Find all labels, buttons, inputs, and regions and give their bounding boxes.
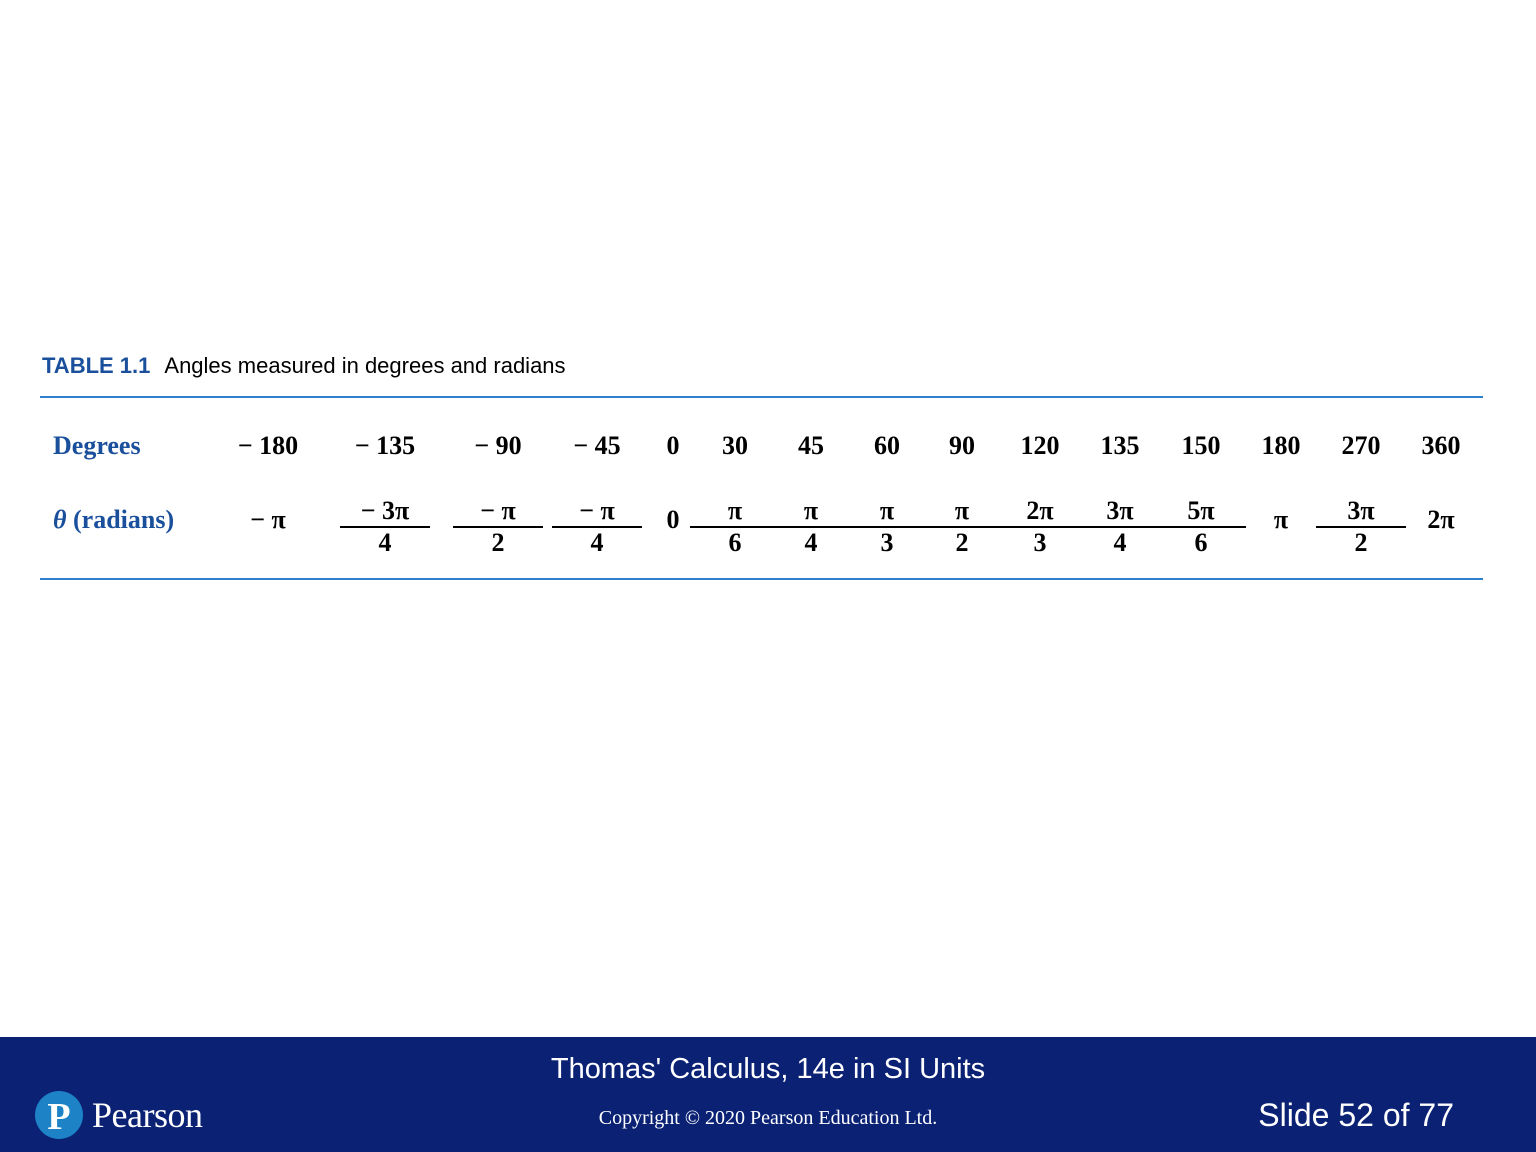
fraction-numerator: π <box>803 496 819 525</box>
fraction-denominator: 6 <box>728 528 742 557</box>
radian-cell: − π <box>250 505 286 534</box>
radian-cell: 0 <box>666 505 680 534</box>
degree-cell: 270 <box>1341 431 1381 460</box>
fraction-numerator: 3π <box>1347 496 1375 525</box>
fraction-bar <box>453 526 543 528</box>
radian-fraction: − π 2 <box>453 497 543 557</box>
slide-counter: Slide 52 of 77 <box>1258 1097 1454 1133</box>
fraction-denominator: 2 <box>491 528 505 557</box>
copyright-notice: Copyright © 2020 Pearson Education Ltd. <box>598 1107 938 1129</box>
degree-cell: 120 <box>1020 431 1060 460</box>
fraction-denominator: 3 <box>880 528 894 557</box>
table-top-rule <box>40 396 1483 398</box>
degree-cell: − 90 <box>474 431 522 460</box>
radian-fraction: − π 4 <box>552 497 642 557</box>
fraction-bar <box>995 526 1085 528</box>
row-label-degrees: Degrees <box>53 431 141 460</box>
degree-cell: 45 <box>798 431 824 460</box>
theta-symbol: θ <box>53 505 67 534</box>
degree-cell: 135 <box>1100 431 1140 460</box>
fraction-bar <box>690 526 780 528</box>
book-title: Thomas' Calculus, 14e in SI Units <box>550 1053 986 1085</box>
fraction-bar <box>340 526 430 528</box>
degree-cell: 360 <box>1421 431 1461 460</box>
fraction-numerator: π <box>954 496 970 525</box>
radian-fraction: − 3π 4 <box>340 497 430 557</box>
fraction-numerator: π <box>879 496 895 525</box>
pearson-logo: P Pearson <box>34 1087 203 1143</box>
radian-fraction: 3π 2 <box>1316 497 1406 557</box>
fraction-bar <box>1316 526 1406 528</box>
fraction-bar <box>1156 526 1246 528</box>
fraction-bar <box>1075 526 1165 528</box>
degree-cell: − 180 <box>237 431 299 460</box>
fraction-numerator: − π <box>480 496 516 525</box>
fraction-denominator: 4 <box>590 528 604 557</box>
pearson-p-icon: P <box>35 1091 83 1139</box>
logo-wordmark: Pearson <box>92 1095 203 1135</box>
fraction-numerator: − 3π <box>360 496 410 525</box>
fraction-bar <box>917 526 1007 528</box>
radians-word: (radians) <box>73 505 175 534</box>
degree-cell: 180 <box>1261 431 1301 460</box>
table-caption: TABLE 1.1 Angles measured in degrees and … <box>42 353 566 379</box>
fraction-denominator: 2 <box>1354 528 1368 557</box>
fraction-denominator: 4 <box>804 528 818 557</box>
fraction-numerator: 5π <box>1187 496 1215 525</box>
radian-cell: π <box>1273 505 1289 534</box>
table-bottom-rule <box>40 578 1483 580</box>
fraction-bar <box>842 526 932 528</box>
fraction-numerator: 2π <box>1026 496 1054 525</box>
row-label-radians: θ (radians) <box>53 505 174 535</box>
table-title: Angles measured in degrees and radians <box>164 353 566 378</box>
fraction-bar <box>552 526 642 528</box>
fraction-denominator: 4 <box>378 528 392 557</box>
fraction-denominator: 2 <box>955 528 969 557</box>
radian-fraction: 5π 6 <box>1156 497 1246 557</box>
fraction-denominator: 6 <box>1194 528 1208 557</box>
fraction-numerator: − π <box>579 496 615 525</box>
fraction-bar <box>766 526 856 528</box>
degree-cell: − 45 <box>573 431 621 460</box>
degree-cell: 30 <box>722 431 748 460</box>
degree-cell: 0 <box>666 431 680 460</box>
degree-cell: 90 <box>949 431 975 460</box>
fraction-denominator: 4 <box>1113 528 1127 557</box>
slide-footer: Thomas' Calculus, 14e in SI Units Copyri… <box>0 1037 1536 1152</box>
fraction-numerator: 3π <box>1106 496 1134 525</box>
degree-cell: 60 <box>874 431 900 460</box>
table-number: TABLE 1.1 <box>42 353 151 378</box>
radian-fraction: 2π 3 <box>995 497 1085 557</box>
logo-letter: P <box>47 1096 70 1138</box>
radian-cell: 2π <box>1427 505 1455 534</box>
degree-cell: 150 <box>1181 431 1221 460</box>
degree-cell: − 135 <box>354 431 416 460</box>
radian-fraction: 3π 4 <box>1075 497 1165 557</box>
fraction-denominator: 3 <box>1033 528 1047 557</box>
fraction-numerator: π <box>727 496 743 525</box>
